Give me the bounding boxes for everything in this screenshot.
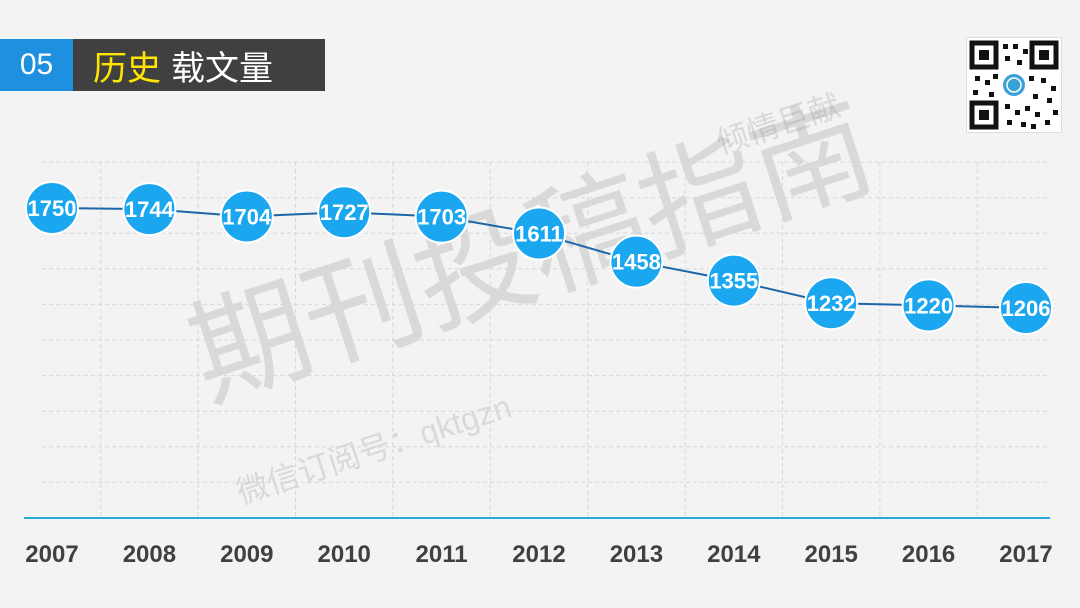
x-tick-label: 2013 xyxy=(610,541,663,568)
x-tick-label: 2014 xyxy=(707,541,761,568)
data-label: 1232 xyxy=(807,291,856,316)
data-label: 1355 xyxy=(709,269,758,294)
section-title: 历史 载文量 xyxy=(73,39,325,91)
data-point xyxy=(317,185,372,240)
data-point xyxy=(901,278,956,333)
data-point xyxy=(414,189,469,244)
data-label: 1611 xyxy=(515,222,563,247)
x-tick-label: 2008 xyxy=(123,541,176,568)
data-point xyxy=(706,253,761,308)
data-label: 1704 xyxy=(222,204,272,229)
title-highlight: 历史 xyxy=(93,49,161,88)
data-label: 1206 xyxy=(1002,296,1051,321)
data-point xyxy=(512,206,566,261)
section-header: 05 历史 载文量 xyxy=(0,39,325,91)
title-rest: 载文量 xyxy=(171,49,273,88)
x-tick-label: 2016 xyxy=(902,541,955,568)
x-tick-label: 2017 xyxy=(999,541,1052,568)
data-point xyxy=(25,181,79,235)
x-tick-label: 2012 xyxy=(512,541,565,568)
x-tick-label: 2011 xyxy=(416,541,468,568)
data-label: 1220 xyxy=(904,293,953,318)
x-tick-label: 2009 xyxy=(220,541,273,568)
data-point xyxy=(219,189,274,244)
qr-code-icon xyxy=(966,37,1062,133)
data-label: 1727 xyxy=(320,200,369,225)
x-tick-label: 2007 xyxy=(25,541,78,568)
data-point xyxy=(122,182,177,237)
x-tick-label: 2010 xyxy=(318,541,371,568)
data-label: 1744 xyxy=(125,197,175,222)
section-number: 05 xyxy=(0,39,73,91)
data-point xyxy=(804,276,859,331)
data-label: 1458 xyxy=(612,250,661,275)
data-point xyxy=(999,281,1053,335)
x-tick-label: 2015 xyxy=(805,541,858,568)
data-label: 1750 xyxy=(28,196,77,221)
data-point xyxy=(609,234,664,289)
data-label: 1703 xyxy=(417,205,466,230)
